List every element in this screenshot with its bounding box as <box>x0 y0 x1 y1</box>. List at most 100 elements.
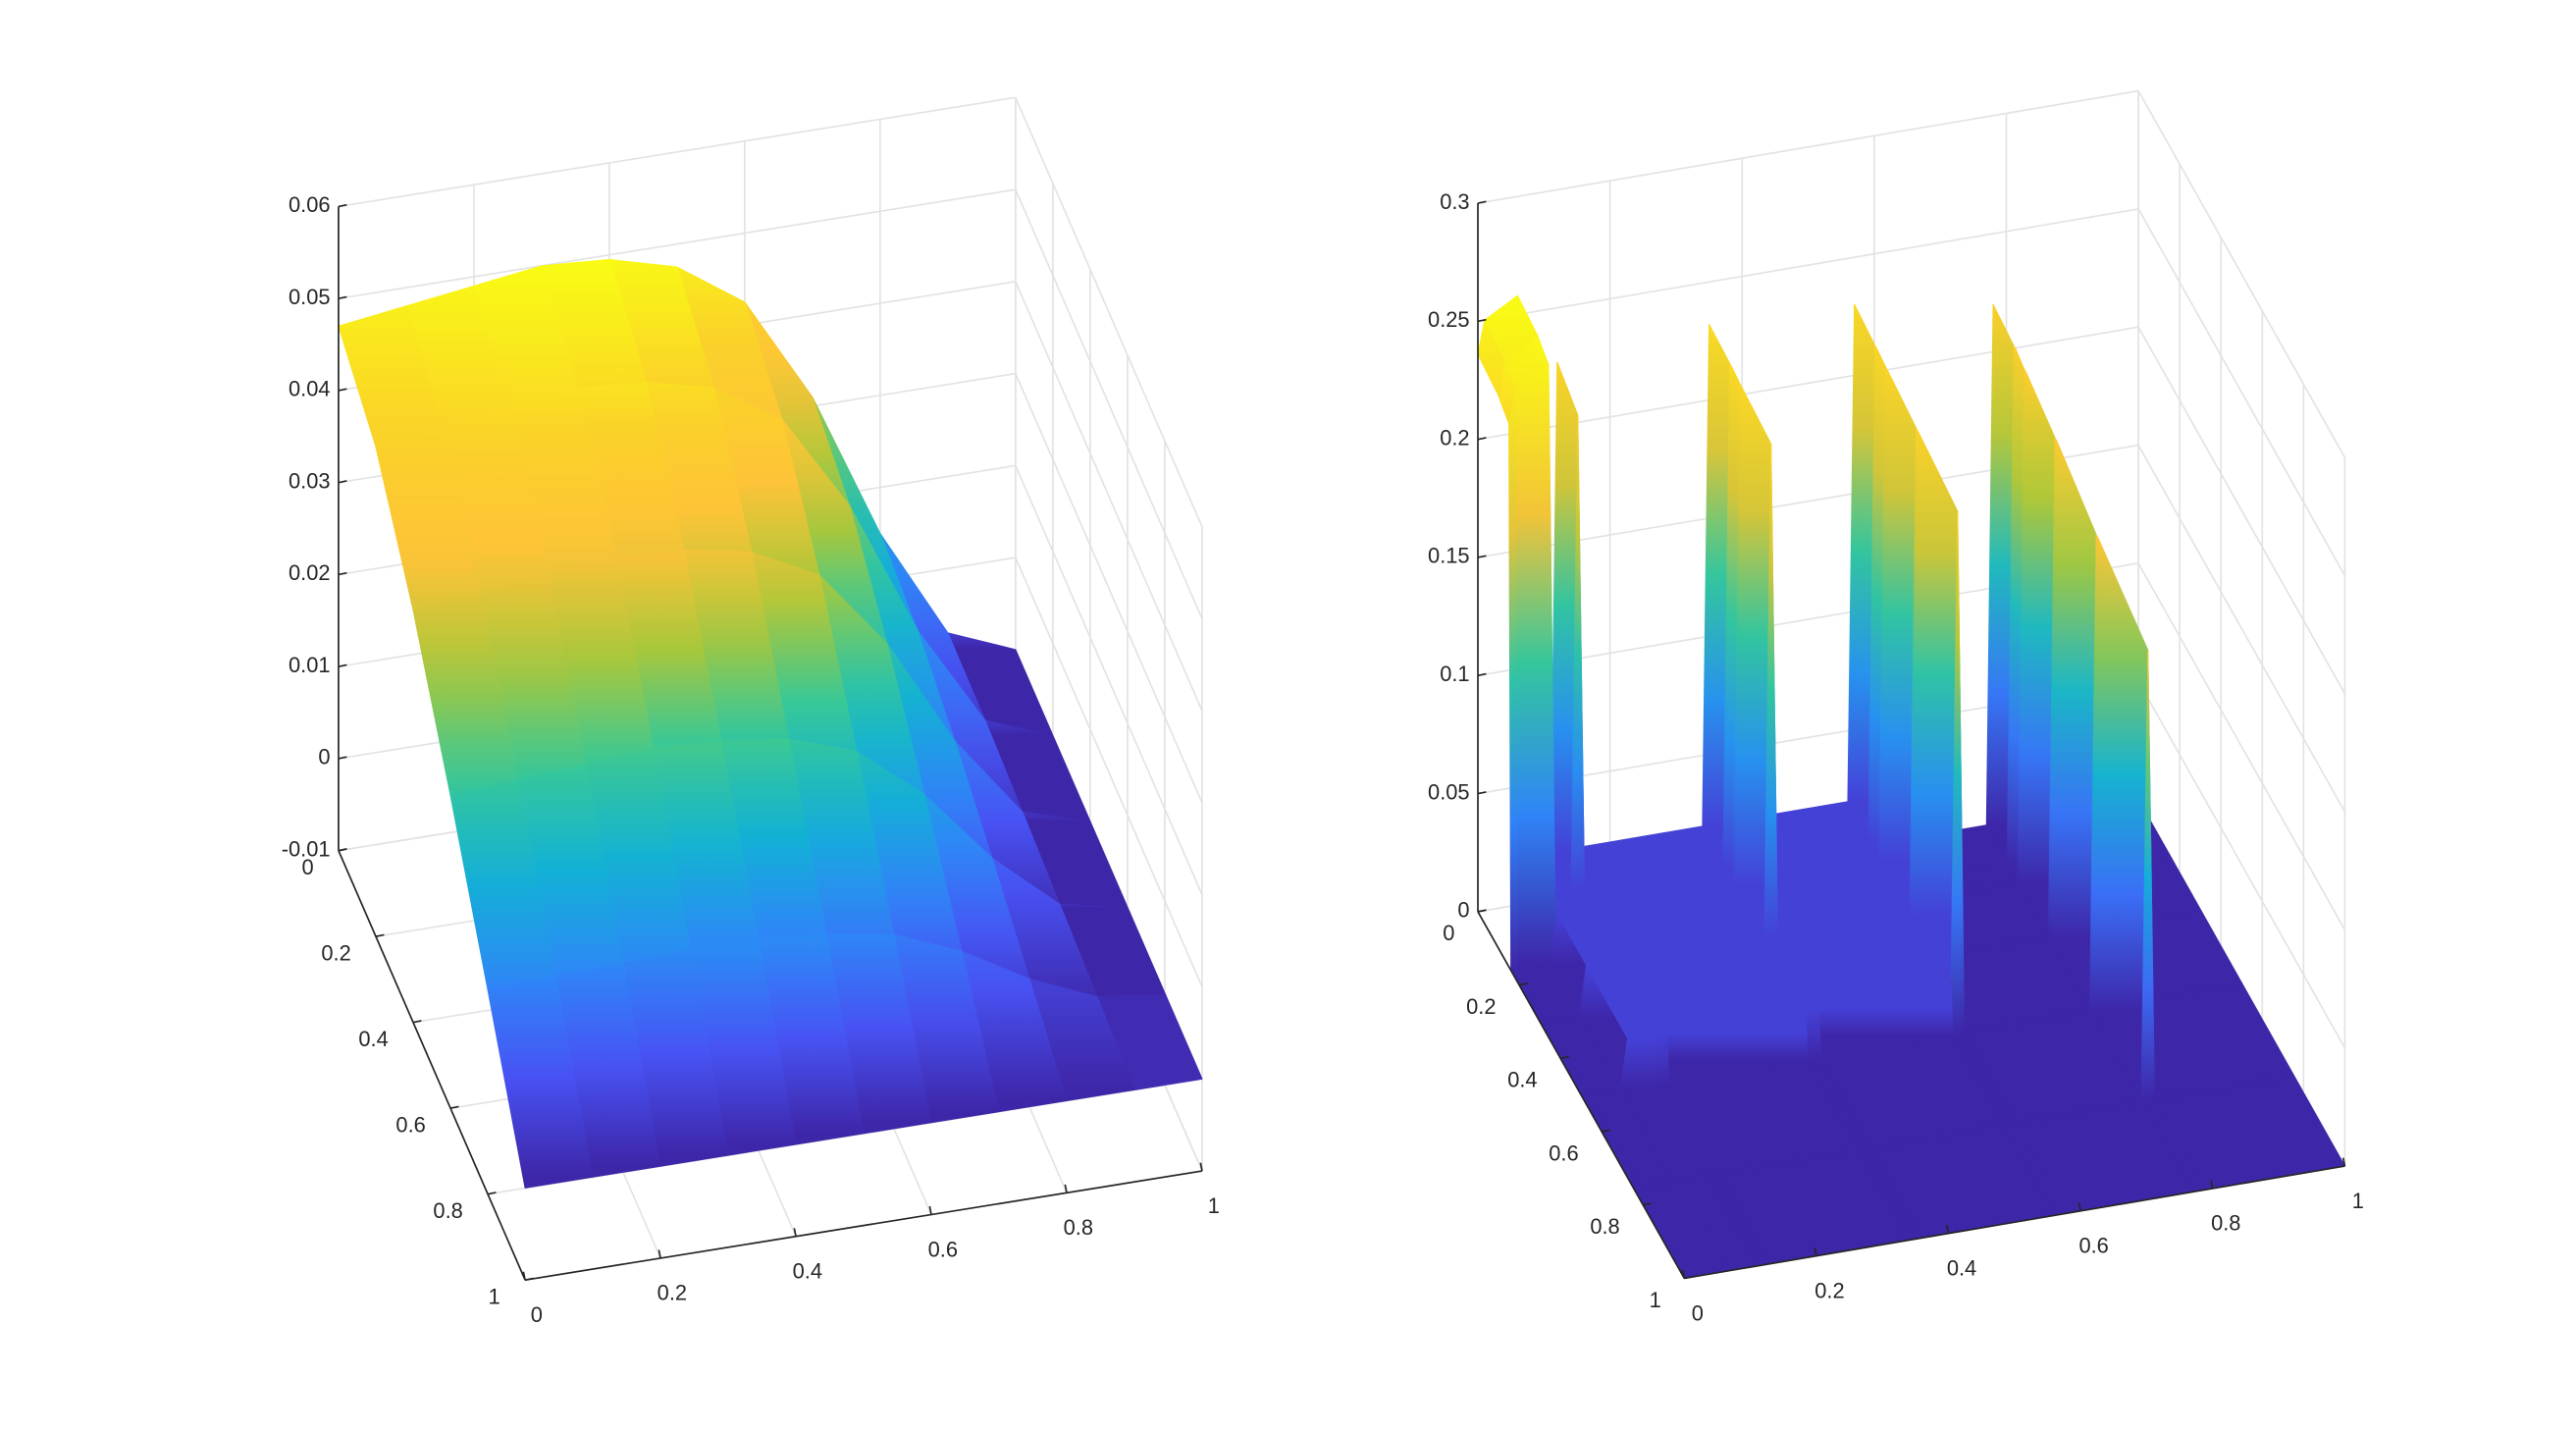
x-tick-label: 0 <box>531 1302 543 1327</box>
y-tick-label: 1 <box>489 1284 500 1308</box>
x-tick <box>2210 1180 2214 1190</box>
y-tick-label: 0.6 <box>395 1112 425 1137</box>
x-tick-label: 0.8 <box>1064 1215 1093 1240</box>
z-tick <box>338 571 347 576</box>
x-tick <box>793 1228 797 1237</box>
z-tick-label: 0.06 <box>289 192 331 217</box>
z-tick-label: 0 <box>1457 898 1469 923</box>
y-tick <box>1643 1202 1652 1206</box>
grid-line <box>1015 373 1203 804</box>
x-tick-label: 0.2 <box>657 1281 687 1305</box>
y-tick-label: 0.8 <box>433 1198 462 1223</box>
grid-line <box>338 188 1016 299</box>
x-tick <box>1681 1269 1686 1279</box>
x-tick-label: 1 <box>2352 1189 2364 1213</box>
grid-line <box>1477 208 2139 323</box>
grid-line <box>1015 556 1203 987</box>
z-tick <box>1477 791 1487 795</box>
y-tick-label: 0.6 <box>1549 1140 1578 1165</box>
surface-cell <box>1911 431 1959 985</box>
grid-line <box>1015 188 1203 619</box>
z-tick <box>1477 437 1487 441</box>
x-tick <box>1946 1225 1950 1234</box>
surface-cell <box>1508 389 1518 972</box>
z-tick <box>338 203 347 208</box>
y-tick <box>1559 1055 1569 1060</box>
grid-line <box>1015 465 1203 896</box>
y-tick <box>412 1020 422 1024</box>
y-tick <box>524 1277 534 1281</box>
y-tick <box>1518 982 1528 986</box>
y-tick <box>449 1105 459 1109</box>
y-tick-label: 0.2 <box>321 940 350 965</box>
y-tick-label: 1 <box>1650 1288 1661 1312</box>
z-tick-label: 0.01 <box>289 653 331 677</box>
z-tick-label: 0.02 <box>289 560 331 585</box>
z-tick-label: 0.15 <box>1428 544 1470 568</box>
grid-line <box>1477 326 2139 441</box>
z-tick-label: 0.04 <box>289 377 331 401</box>
x-tick <box>2341 1157 2346 1167</box>
y-tick-label: 0.4 <box>1507 1068 1537 1092</box>
x-axis <box>1684 1165 2345 1280</box>
surface-cell <box>1626 1034 1656 1091</box>
x-tick-label: 1 <box>1208 1193 1220 1218</box>
x-tick <box>1199 1162 1203 1172</box>
z-tick <box>338 388 347 392</box>
x-tick <box>928 1205 932 1215</box>
y-axis <box>338 850 526 1281</box>
y-tick <box>1684 1275 1693 1280</box>
z-tick <box>1477 200 1487 204</box>
grid-line <box>2137 562 2346 930</box>
x-tick-label: 0.6 <box>928 1237 958 1261</box>
y-tick <box>487 1192 497 1195</box>
z-tick-label: 0 <box>318 745 330 769</box>
grid-line <box>1015 97 1203 528</box>
x-tick-label: 0.4 <box>793 1259 822 1284</box>
z-tick-label: -0.01 <box>282 836 331 861</box>
z-tick <box>338 663 347 667</box>
surface-cell <box>2049 441 2097 1010</box>
z-tick-label: 0.2 <box>1440 425 1469 450</box>
grid-line <box>2137 680 2346 1049</box>
x-tick-label: 0.2 <box>1814 1278 1844 1302</box>
y-tick <box>1602 1129 1610 1133</box>
z-tick <box>338 480 347 484</box>
x-tick <box>1064 1184 1068 1193</box>
z-tick-label: 0.03 <box>289 468 331 493</box>
x-tick-label: 0.4 <box>1947 1255 1976 1280</box>
x-tick <box>657 1249 661 1259</box>
z-tick <box>1477 672 1487 677</box>
y-tick <box>1477 909 1487 913</box>
surface-cell <box>487 976 594 1189</box>
x-tick <box>1814 1246 1817 1256</box>
x-tick-label: 0 <box>1692 1300 1704 1325</box>
z-tick-label: 0.05 <box>1428 779 1470 804</box>
grid-line <box>338 96 1016 208</box>
x-tick <box>522 1271 526 1281</box>
y-tick-label: 0.2 <box>1466 994 1496 1019</box>
y-tick-label: 0.4 <box>358 1027 388 1051</box>
x-tick-label: 0.6 <box>2078 1234 2108 1258</box>
z-tick-label: 0.3 <box>1440 189 1469 214</box>
grid-line <box>2137 90 2346 458</box>
grid-line <box>2137 208 2346 576</box>
z-tick <box>338 756 347 760</box>
x-tick <box>2077 1202 2082 1211</box>
grid-line <box>1477 89 2139 204</box>
z-tick-label: 0.25 <box>1428 307 1470 332</box>
grid-line <box>2137 326 2346 695</box>
surface-cell <box>1514 364 1551 971</box>
y-axis <box>1477 911 1686 1279</box>
y-tick <box>338 848 347 852</box>
x-axis <box>524 1170 1203 1281</box>
y-tick-label: 0 <box>302 855 314 879</box>
grid-line <box>2137 445 2346 813</box>
grid-line <box>1015 281 1203 712</box>
z-tick <box>338 295 347 299</box>
x-tick-label: 0.8 <box>2211 1211 2240 1236</box>
z-tick <box>1477 555 1487 558</box>
y-tick-label: 0 <box>1443 921 1454 945</box>
